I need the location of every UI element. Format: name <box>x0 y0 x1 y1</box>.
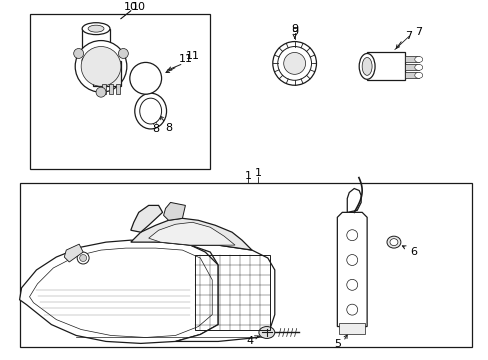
Circle shape <box>346 230 357 240</box>
Bar <box>195 255 269 329</box>
Circle shape <box>80 255 86 261</box>
Text: 9: 9 <box>290 24 298 33</box>
Text: 7: 7 <box>405 31 411 41</box>
Ellipse shape <box>82 23 110 35</box>
Polygon shape <box>64 244 83 262</box>
Ellipse shape <box>277 46 311 80</box>
Polygon shape <box>93 62 121 86</box>
Ellipse shape <box>414 57 422 62</box>
Text: 7: 7 <box>414 27 422 37</box>
Polygon shape <box>346 189 361 212</box>
Text: 1: 1 <box>254 168 261 177</box>
Text: 4: 4 <box>246 337 253 346</box>
Circle shape <box>346 304 357 315</box>
Ellipse shape <box>118 49 128 58</box>
Polygon shape <box>131 206 162 232</box>
Polygon shape <box>175 245 274 341</box>
Text: 10: 10 <box>131 2 145 12</box>
Text: 8: 8 <box>152 124 159 134</box>
Ellipse shape <box>74 49 83 58</box>
Bar <box>404 57 418 62</box>
Text: 6: 6 <box>409 247 416 257</box>
Ellipse shape <box>386 236 400 248</box>
Ellipse shape <box>272 41 316 85</box>
Ellipse shape <box>362 58 371 75</box>
Circle shape <box>346 255 357 265</box>
Bar <box>116 84 120 94</box>
Ellipse shape <box>414 72 422 78</box>
Text: 1: 1 <box>244 171 251 181</box>
Bar <box>109 84 113 94</box>
Polygon shape <box>337 212 366 327</box>
Bar <box>82 29 110 60</box>
Text: 11: 11 <box>178 54 192 64</box>
Ellipse shape <box>359 54 374 79</box>
Polygon shape <box>29 248 212 337</box>
Ellipse shape <box>414 64 422 70</box>
Ellipse shape <box>140 98 161 124</box>
Bar <box>366 53 404 80</box>
Circle shape <box>77 252 89 264</box>
Bar <box>20 183 471 347</box>
Ellipse shape <box>82 54 110 66</box>
Bar <box>29 14 210 168</box>
Circle shape <box>129 62 161 94</box>
Bar <box>404 64 418 70</box>
Polygon shape <box>20 240 218 343</box>
Bar <box>404 72 418 78</box>
Ellipse shape <box>88 25 104 32</box>
Text: 8: 8 <box>164 123 172 133</box>
Ellipse shape <box>135 93 166 129</box>
Polygon shape <box>148 222 235 245</box>
Polygon shape <box>131 218 251 250</box>
Ellipse shape <box>75 41 126 92</box>
Polygon shape <box>163 202 185 220</box>
Text: 11: 11 <box>185 51 199 62</box>
Text: 3: 3 <box>58 267 65 277</box>
Ellipse shape <box>283 53 305 74</box>
Ellipse shape <box>389 239 397 246</box>
Text: 9: 9 <box>290 27 298 37</box>
Text: 10: 10 <box>123 2 138 12</box>
Text: 5: 5 <box>333 339 340 350</box>
Ellipse shape <box>258 327 274 338</box>
Circle shape <box>346 279 357 290</box>
Text: 2: 2 <box>172 207 179 217</box>
Bar <box>102 84 106 94</box>
Ellipse shape <box>96 87 106 97</box>
Bar <box>339 323 365 334</box>
Ellipse shape <box>81 46 121 86</box>
